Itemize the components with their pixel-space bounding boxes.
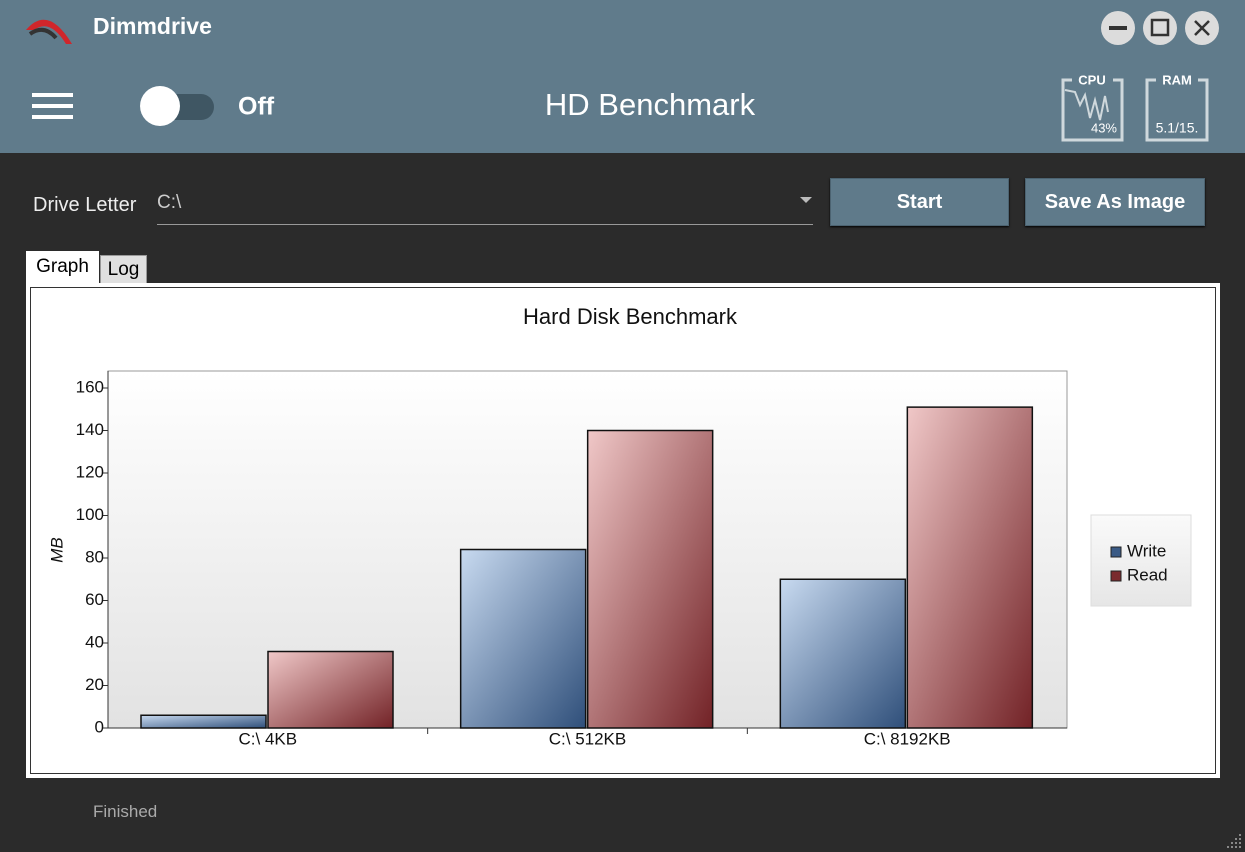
ram-value: 5.1/15. [1156,120,1199,136]
maximize-button[interactable] [1143,11,1177,45]
y-tick-label: 80 [85,547,104,566]
dropdown-arrow [800,197,812,203]
app-name: Dimmdrive [93,13,212,39]
start-button[interactable]: Start [830,178,1009,226]
drive-select[interactable]: C:\ [157,178,813,225]
logo [26,19,72,44]
page-title: HD Benchmark [545,87,756,122]
toggle-label: Off [238,93,275,121]
y-tick-label: 0 [95,717,104,736]
y-tick-label: 120 [76,462,104,481]
minimize-button[interactable] [1101,11,1135,45]
resize-grip[interactable] [1225,832,1243,850]
legend-label: Read [1127,565,1168,584]
y-tick-label: 160 [76,377,104,396]
drive-value: C:\ [157,192,182,213]
y-tick-label: 140 [76,420,104,439]
bar [459,548,587,729]
y-tick-label: 20 [85,675,104,694]
x-tick-label: C:\ 8192KB [864,729,951,748]
legend-swatch [1110,570,1122,582]
y-tick-label: 40 [85,632,104,651]
cpu-meter [1061,78,1124,142]
legend-box [1090,514,1192,607]
cpu-value: 43% [1091,120,1117,135]
legend-label: Write [1127,541,1166,560]
toggle-switch[interactable] [140,86,214,126]
menu-button[interactable] [32,93,73,119]
ram-meter [1145,78,1209,142]
log-tab[interactable]: Log [100,255,147,284]
ram-label: RAM [1162,72,1192,87]
x-tick-label: C:\ 4KB [239,729,298,748]
bar [906,406,1034,729]
bar [779,578,907,729]
x-tick-label: C:\ 512KB [549,729,627,748]
header: Dimmdrive Off HD Benchmark CPU 43% RAM 5… [0,0,1245,153]
chart: Hard Disk Benchmark MB 0 20 40 60 80 100 120 14… [47,304,1192,748]
status-text: Finished [93,802,158,821]
close-button[interactable] [1185,11,1219,45]
logo-needle [28,27,58,40]
graph-tab[interactable]: Graph [26,251,99,284]
bar [267,650,394,729]
legend-swatch [1110,546,1122,558]
header-graphics: Dimmdrive Off HD Benchmark CPU 43% RAM 5… [26,11,1219,142]
chart-frame [30,287,1216,774]
y-tick-label: 100 [76,505,104,524]
bar [140,714,267,729]
y-axis-label: MB [47,537,66,563]
save-image-button[interactable]: Save As Image [1025,178,1205,226]
chart-title: Hard Disk Benchmark [523,304,738,329]
y-tick-label: 60 [85,590,104,609]
cpu-label: CPU [1078,72,1105,87]
bar [586,429,714,729]
drive-label: Drive Letter [33,194,137,216]
